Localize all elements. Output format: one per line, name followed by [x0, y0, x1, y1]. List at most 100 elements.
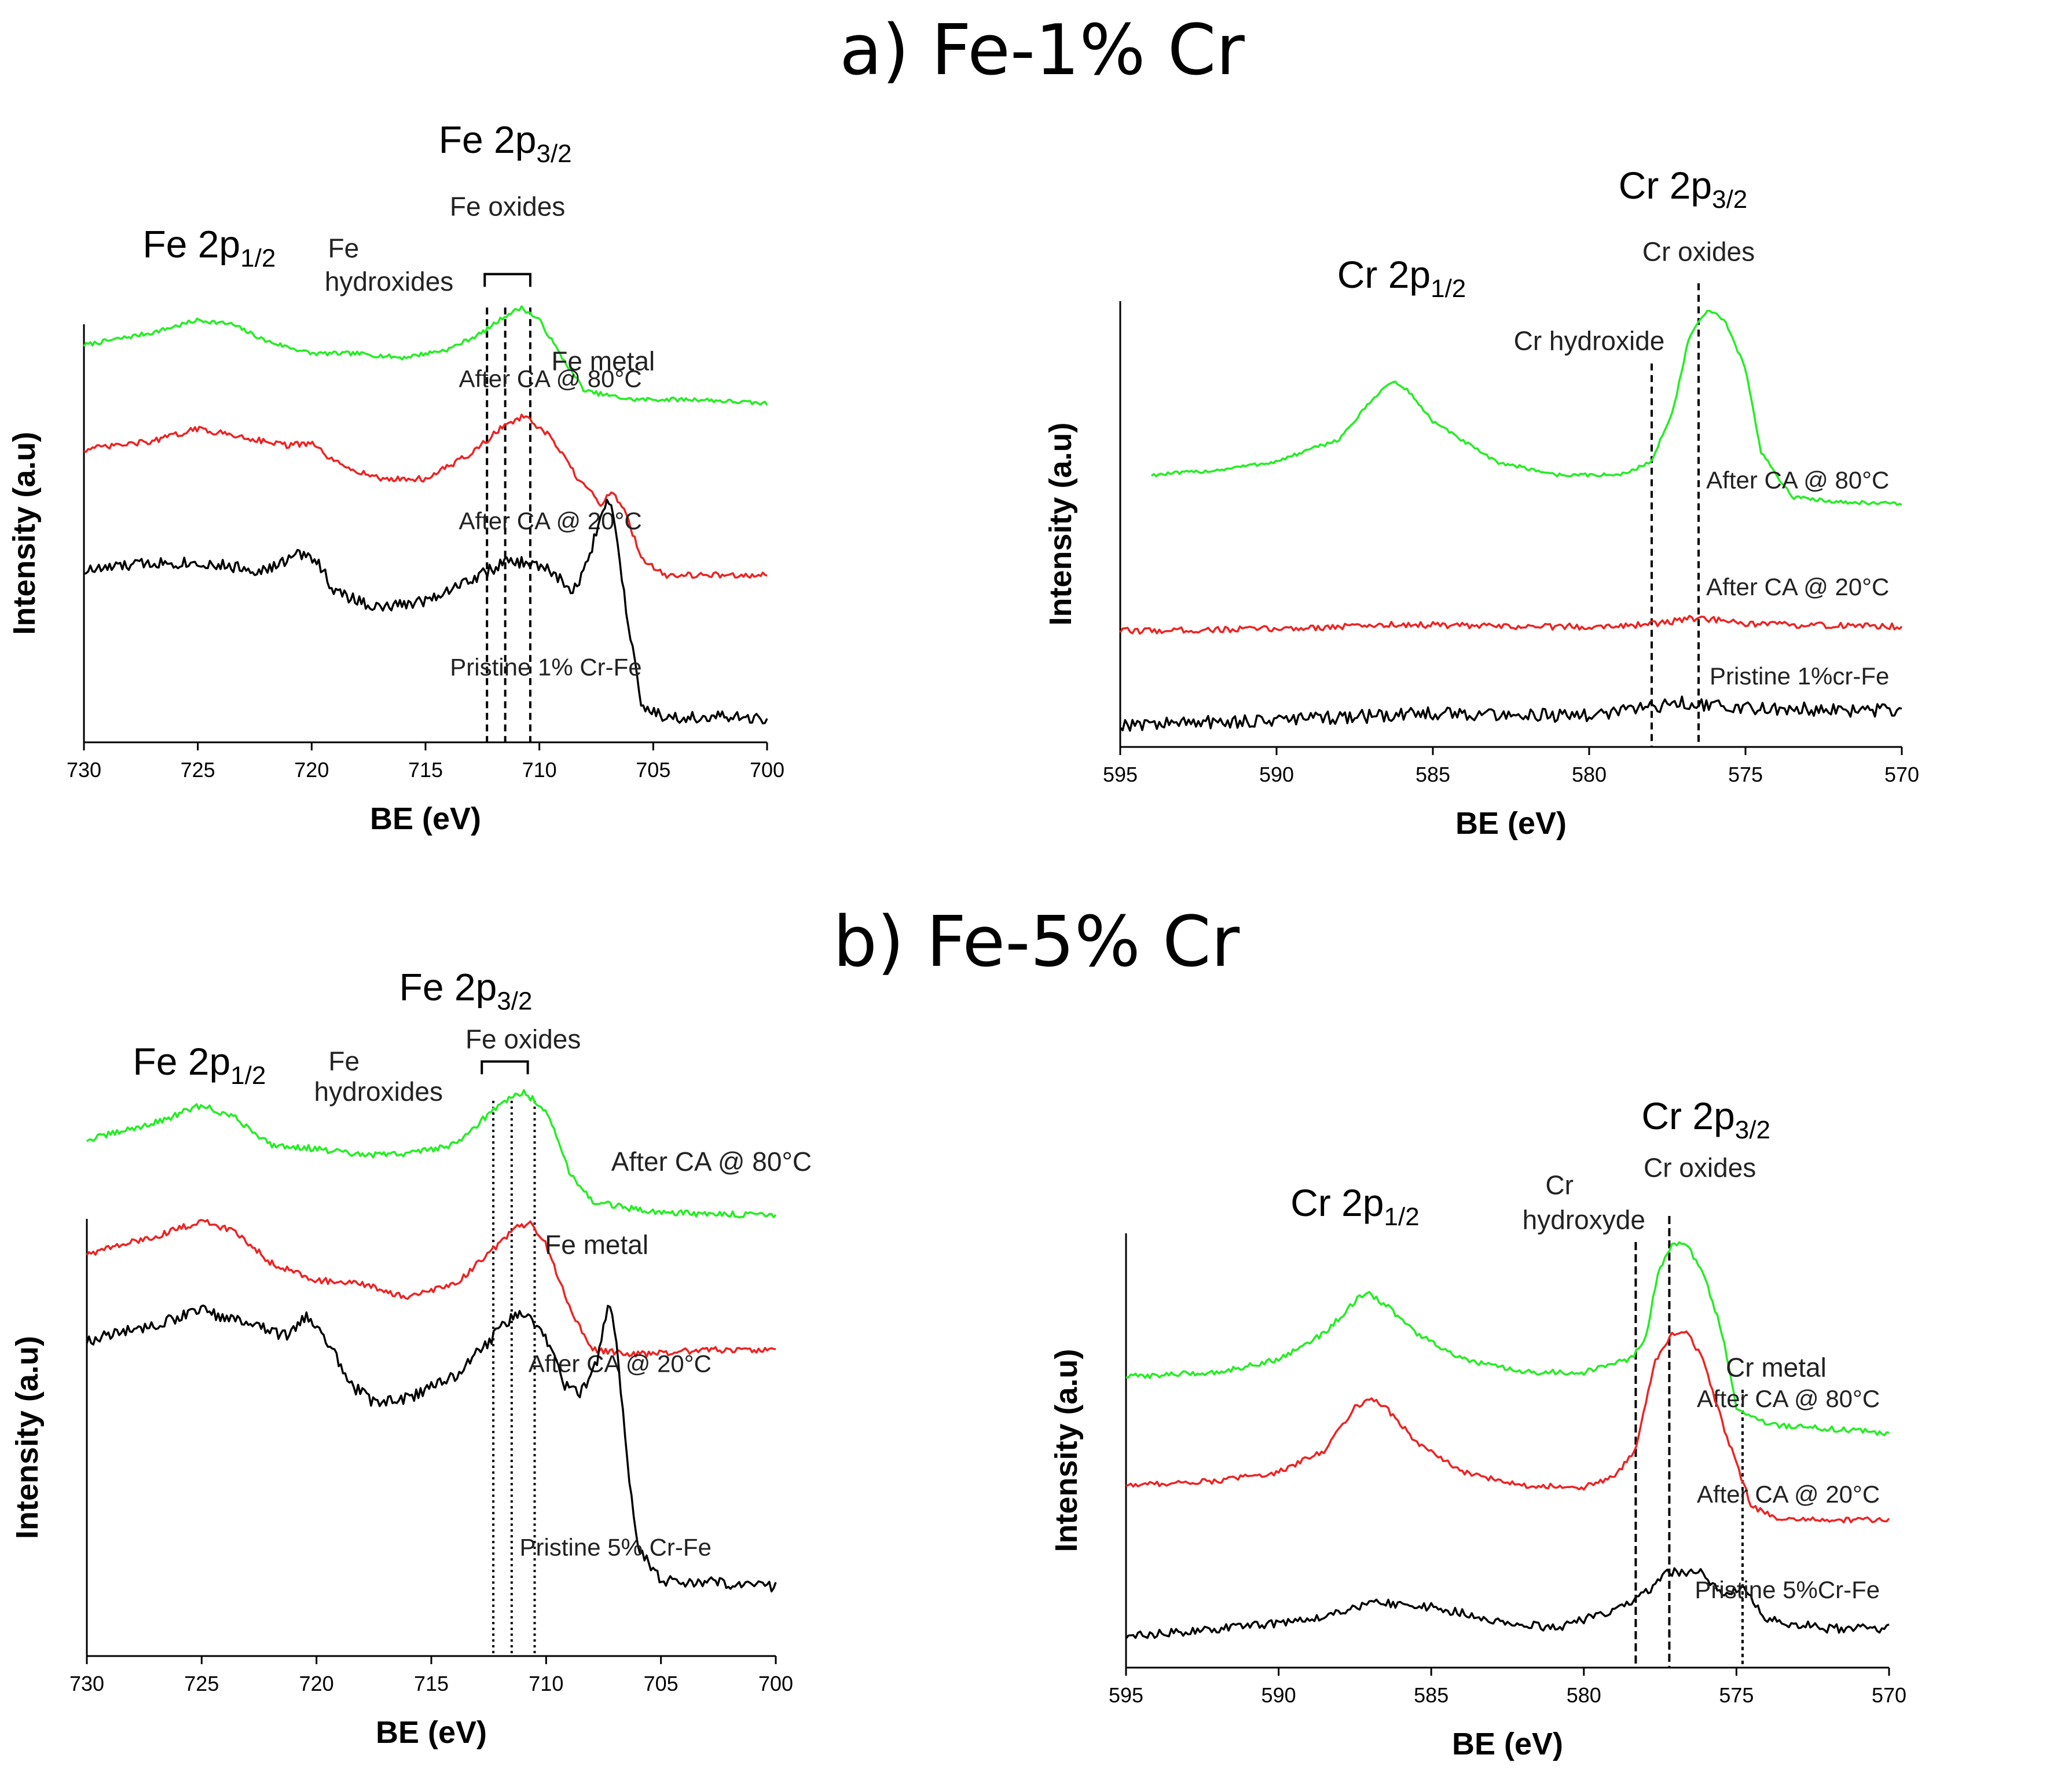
x-tick-label: 700	[758, 1672, 793, 1695]
peak-annotation: hydroxyde	[1523, 1205, 1645, 1235]
peak-label-subscript: 3/2	[1712, 185, 1747, 214]
y-axis-title: Intensity (a.u)	[10, 1336, 45, 1539]
y-axis-title: Intensity (a.u)	[1049, 1349, 1084, 1552]
series-line-pristine	[1119, 695, 1902, 732]
peak-annotation: Fe metal	[551, 346, 655, 376]
panel-cr-2p-fe5cr: 595 590 585 580 575 570 BE (eV) Intensity (a.u)…	[1049, 1094, 1906, 1761]
peak-label: Cr 2p1/2	[1337, 253, 1466, 303]
peak-label: Cr 2p1/2	[1290, 1181, 1420, 1231]
series-label: After CA @ 20°C	[459, 507, 641, 534]
x-tick-label: 700	[750, 758, 784, 782]
row-title-b: b) Fe-5% Cr	[833, 902, 1240, 983]
panel-fe-2p-fe5cr: 730 725 720 715 710 705 700 BE (eV) Intensity (a…	[10, 966, 812, 1750]
x-axis-title: BE (eV)	[1455, 806, 1567, 841]
x-tick-label: 730	[67, 758, 101, 782]
series-line-after-ca-80	[83, 305, 768, 406]
series-label: Pristine 1% Cr-Fe	[450, 653, 641, 680]
peak-label-main: Fe 2p	[133, 1040, 230, 1083]
x-tick-label: 570	[1884, 763, 1919, 786]
peak-annotation: Fe oxides	[450, 191, 565, 221]
peak-label-main: Cr 2p	[1337, 253, 1431, 296]
peak-annotation: Cr metal	[1726, 1353, 1827, 1383]
peak-label-main: Fe 2p	[399, 966, 497, 1009]
peak-label-subscript: 3/2	[497, 987, 532, 1016]
peak-annotation: Cr oxides	[1642, 237, 1755, 267]
peak-label: Cr 2p3/2	[1641, 1094, 1770, 1144]
peak-label: Fe 2p1/2	[142, 222, 276, 272]
series-line-after-ca-20	[83, 413, 768, 579]
x-tick-label: 715	[414, 1672, 449, 1695]
peak-label: Fe 2p3/2	[439, 118, 572, 168]
oxide-bracket	[483, 273, 531, 287]
series-label: Pristine 5% Cr-Fe	[520, 1533, 712, 1560]
x-tick-label: 710	[529, 1672, 563, 1695]
peak-annotation: Fe	[328, 1046, 360, 1076]
peak-label-main: Cr 2p	[1619, 164, 1712, 207]
peak-annotation: Cr	[1545, 1170, 1574, 1200]
x-axis-title: BE (eV)	[376, 1715, 487, 1750]
series-label: Pristine 5%Cr-Fe	[1695, 1576, 1880, 1603]
peak-annotation: Fe	[328, 233, 360, 263]
row-title-a: a) Fe-1% Cr	[839, 10, 1245, 91]
x-tick-label: 585	[1414, 1683, 1448, 1707]
peak-annotation: Fe metal	[545, 1229, 648, 1259]
x-tick-label: 590	[1259, 763, 1294, 786]
peak-annotation: Fe oxides	[465, 1024, 581, 1054]
peak-label-subscript: 3/2	[1735, 1116, 1770, 1144]
series-line-pristine	[1125, 1567, 1890, 1639]
series-label: After CA @ 80°C	[1697, 1385, 1880, 1412]
x-tick-label: 730	[69, 1672, 104, 1695]
x-tick-label: 720	[294, 758, 329, 782]
x-tick-label: 710	[522, 758, 557, 782]
x-tick-label: 575	[1719, 1683, 1754, 1707]
series-label: After CA @ 20°C	[1706, 573, 1889, 600]
x-tick-label: 725	[181, 758, 215, 782]
series-label: After CA @ 80°C	[459, 365, 641, 392]
series-label: After CA @ 20°C	[1697, 1481, 1880, 1508]
x-tick-label: 585	[1415, 763, 1450, 786]
peak-label-subscript: 3/2	[536, 140, 571, 168]
x-tick-label: 580	[1572, 763, 1607, 786]
series-line-after-ca-20	[1125, 1330, 1890, 1523]
peak-label-subscript: 1/2	[240, 244, 276, 272]
peak-label-main: Cr 2p	[1641, 1094, 1734, 1137]
peak-label: Fe 2p1/2	[133, 1040, 266, 1090]
peak-annotation: Cr hydroxide	[1514, 326, 1665, 356]
y-axis-title: Intensity (a.u)	[7, 431, 42, 635]
peak-label-main: Fe 2p	[142, 222, 240, 265]
peak-annotation: hydroxides	[314, 1076, 443, 1107]
series-line-after-ca-80	[1125, 1241, 1890, 1437]
peak-annotation: Cr oxides	[1644, 1153, 1756, 1183]
x-axis-title: BE (eV)	[1452, 1727, 1563, 1761]
x-tick-label: 580	[1567, 1683, 1601, 1707]
x-tick-label: 595	[1109, 1683, 1143, 1707]
peak-label: Cr 2p3/2	[1619, 164, 1748, 214]
peak-label-main: Cr 2p	[1290, 1181, 1384, 1224]
peak-annotation: hydroxides	[325, 266, 453, 296]
panel-fe-2p-fe1cr: 730 725 720 715 710 705 700 BE (eV) Intensity (a…	[7, 118, 784, 836]
series-line-after-ca-80	[1150, 309, 1902, 506]
series-line-pristine	[86, 1304, 777, 1593]
peak-label-main: Fe 2p	[439, 118, 537, 161]
peak-label-subscript: 1/2	[230, 1061, 266, 1090]
peak-label: Fe 2p3/2	[399, 966, 533, 1016]
x-tick-label: 725	[184, 1672, 219, 1695]
y-axis-title: Intensity (a.u)	[1043, 422, 1078, 625]
peak-label-subscript: 1/2	[1384, 1203, 1420, 1231]
series-label: Pristine 1%cr-Fe	[1710, 662, 1889, 690]
peak-label-subscript: 1/2	[1431, 274, 1466, 303]
x-tick-label: 705	[636, 758, 670, 782]
x-tick-label: 705	[644, 1672, 679, 1695]
series-line-pristine	[83, 499, 768, 725]
x-axis-title: BE (eV)	[370, 801, 481, 836]
series-line-after-ca-20	[1119, 614, 1903, 635]
peak-annotation: After CA @ 80°C	[611, 1146, 812, 1177]
series-line-after-ca-80	[86, 1089, 777, 1219]
x-tick-label: 590	[1261, 1683, 1296, 1707]
x-tick-label: 715	[408, 758, 443, 782]
x-tick-label: 570	[1872, 1683, 1906, 1707]
x-tick-label: 595	[1103, 763, 1138, 786]
series-label: After CA @ 80°C	[1706, 466, 1889, 493]
panel-cr-2p-fe1cr: 595 590 585 580 575 570 BE (eV) Intensity (a.u)…	[1043, 164, 1919, 841]
